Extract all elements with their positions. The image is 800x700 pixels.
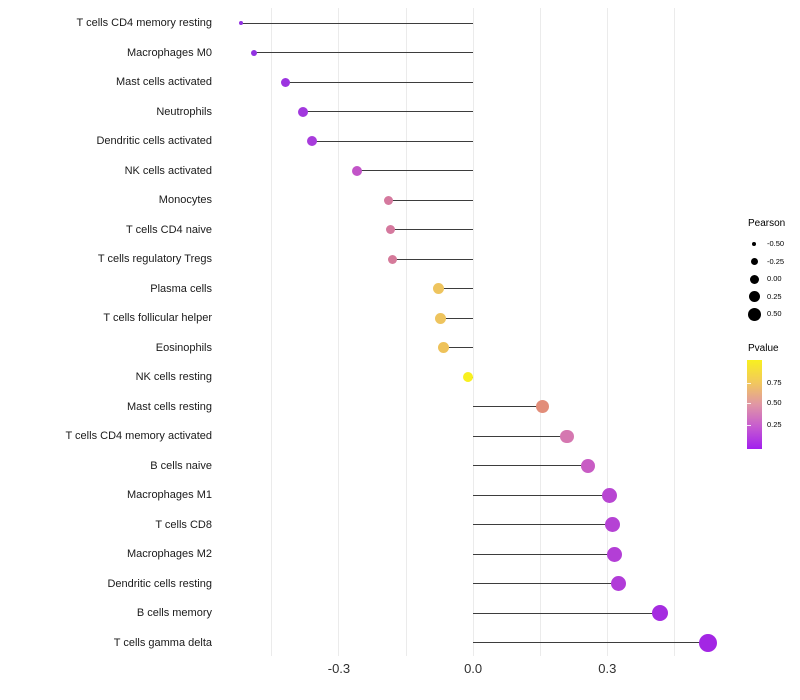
lollipop-stem	[285, 81, 474, 83]
gridline	[405, 8, 407, 656]
gridline	[539, 8, 541, 656]
lollipop-stem	[388, 199, 474, 201]
gridline	[472, 8, 474, 656]
category-label: Macrophages M0	[127, 46, 212, 59]
lollipop-stem	[473, 553, 615, 555]
lollipop-stem	[390, 229, 474, 231]
lollipop-dot	[238, 21, 243, 25]
category-label: T cells CD4 memory activated	[65, 430, 212, 443]
category-label: Plasma cells	[150, 282, 212, 295]
lollipop-stem	[253, 52, 474, 54]
lollipop-dot	[462, 372, 473, 383]
pvalue-legend-label: 0.75	[767, 378, 782, 388]
lollipop-stem	[443, 347, 474, 349]
category-label: NK cells activated	[124, 164, 212, 177]
lollipop-stem	[392, 258, 474, 260]
category-label: B cells memory	[136, 607, 212, 620]
lollipop-dot	[581, 458, 596, 473]
lollipop-dot	[307, 136, 318, 147]
size-legend-dot	[747, 307, 761, 321]
size-legend-dot	[749, 274, 759, 284]
lollipop-dot	[351, 165, 362, 176]
category-label: Eosinophils	[155, 341, 212, 354]
pvalue-legend-label: 0.25	[767, 419, 782, 429]
lollipop-stem	[312, 140, 474, 142]
category-label: B cells naive	[150, 459, 212, 472]
lollipop-stem	[440, 317, 474, 319]
lollipop-dot	[607, 546, 623, 562]
lollipop-stem	[356, 170, 474, 172]
lollipop-stem	[473, 435, 568, 437]
category-label: Mast cells resting	[127, 400, 212, 413]
lollipop-stem	[240, 22, 474, 24]
gradient-tick-mark	[747, 424, 751, 426]
category-label: T cells regulatory Tregs	[97, 253, 212, 266]
lollipop-dot	[610, 576, 626, 592]
lollipop-stem	[473, 583, 619, 585]
lollipop-stem	[473, 406, 542, 408]
category-label: T cells CD4 memory resting	[76, 17, 213, 29]
lollipop-stem	[473, 465, 589, 467]
lollipop-dot	[250, 49, 257, 56]
size-legend-dot	[752, 242, 756, 246]
category-label: NK cells resting	[135, 371, 212, 384]
lollipop-stem	[438, 288, 474, 290]
lollipop-dot	[601, 487, 617, 503]
gridline	[606, 8, 608, 656]
lollipop-dot	[535, 400, 549, 414]
lollipop-dot	[435, 312, 447, 324]
gradient-tick-mark	[747, 402, 751, 404]
lollipop-dot	[388, 254, 398, 264]
gridline	[271, 8, 273, 656]
category-label: Macrophages M2	[127, 548, 212, 561]
color-legend-title: Pvalue	[748, 343, 779, 354]
x-tick-label: -0.3	[327, 661, 351, 676]
category-label: Monocytes	[158, 194, 212, 207]
size-legend-label: 0.00	[767, 274, 782, 283]
category-label: Neutrophils	[156, 105, 212, 118]
size-legend-label: -0.50	[767, 239, 785, 248]
category-label: T cells CD4 naive	[126, 223, 212, 236]
category-label: T cells follicular helper	[103, 312, 212, 325]
lollipop-stem	[303, 111, 474, 113]
lollipop-dot	[433, 283, 445, 295]
category-label: Dendritic cells activated	[96, 135, 212, 148]
lollipop-stem	[473, 494, 610, 496]
category-label: T cells CD8	[155, 518, 212, 531]
category-label: T cells gamma delta	[113, 636, 212, 649]
pvalue-gradient-bar	[747, 360, 762, 449]
x-tick-label: 0.3	[598, 661, 617, 676]
x-tick-label: 0.0	[464, 661, 483, 676]
lollipop-dot	[438, 342, 450, 354]
size-legend-dot	[748, 291, 760, 302]
size-legend-label: -0.25	[767, 256, 785, 266]
lollipop-dot	[280, 77, 290, 87]
category-label: Macrophages M1	[127, 489, 212, 502]
category-label: Dendritic cells resting	[107, 577, 212, 590]
lollipop-dot	[385, 225, 395, 235]
size-legend-dot	[750, 258, 758, 265]
lollipop-stem	[473, 642, 709, 644]
lollipop-dot	[298, 106, 309, 117]
lollipop-dot	[560, 429, 574, 444]
size-legend-title: Pearson	[748, 218, 786, 229]
gridline	[338, 8, 340, 656]
gridline	[673, 8, 675, 656]
lollipop-dot	[605, 517, 621, 533]
lollipop-stem	[473, 524, 613, 526]
gradient-tick-mark	[747, 383, 751, 385]
category-label: Mast cells activated	[116, 76, 212, 89]
lollipop-stem	[473, 612, 661, 614]
lollipop-dot	[383, 195, 393, 205]
size-legend-label: 0.25	[767, 291, 782, 301]
pvalue-legend-label: 0.50	[767, 397, 782, 407]
size-legend-label: 0.50	[767, 309, 782, 318]
lollipop-dot	[652, 605, 669, 622]
lollipop-dot	[699, 633, 718, 652]
